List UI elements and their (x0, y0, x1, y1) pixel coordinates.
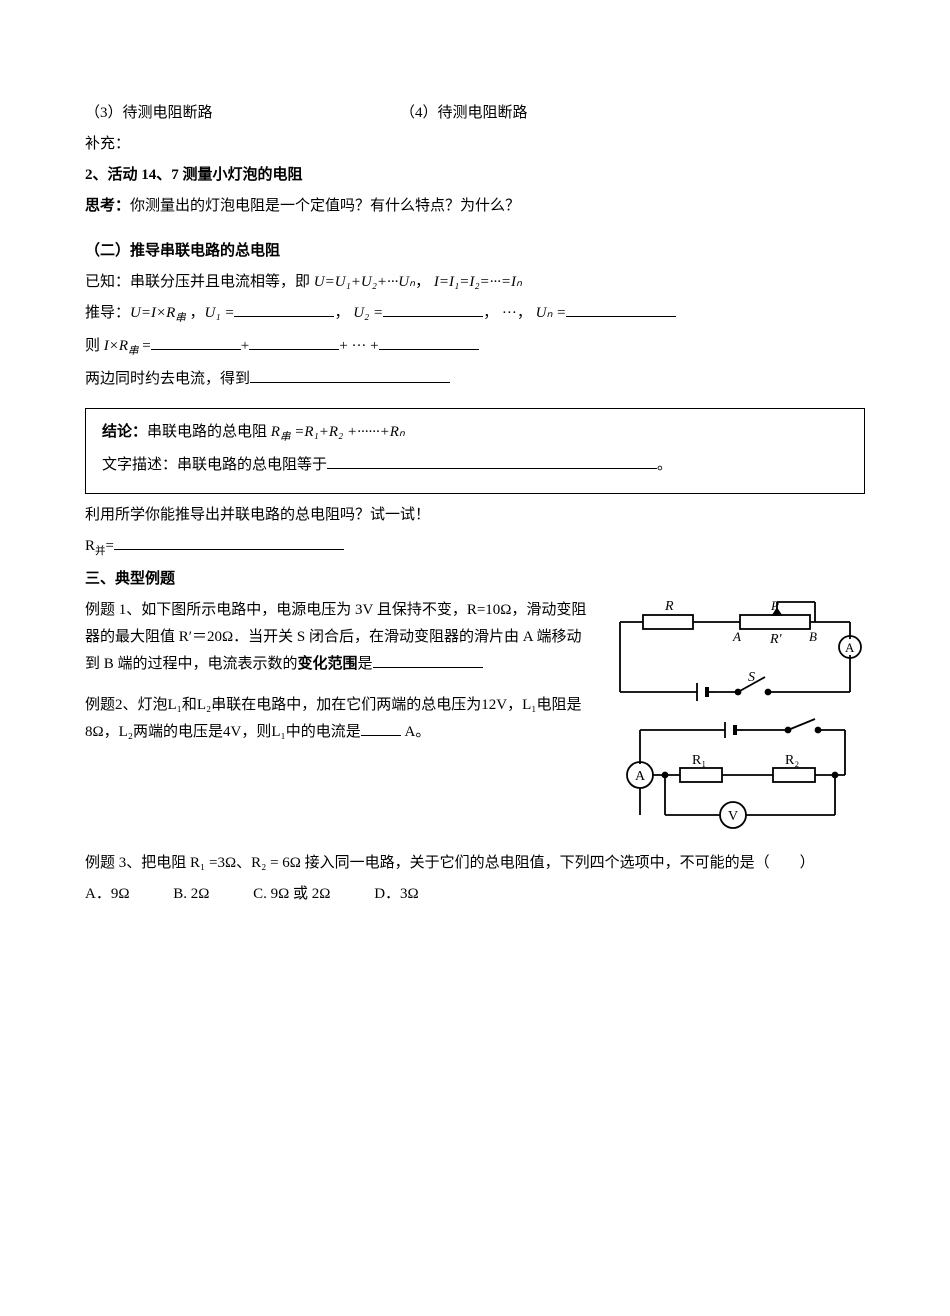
derive-sub1: 串 (175, 313, 186, 324)
blank-u1 (234, 316, 334, 317)
ex3: 例题 3、把电阻 R₁ =3Ω、R₂ = 6Ω 接入同一电路，关于它们的总电阻值… (85, 850, 865, 877)
then-sub: 串 (128, 346, 139, 357)
ex1-after: 是 (358, 656, 373, 672)
opt-b: B. 2Ω (173, 886, 209, 902)
blank-t2 (249, 349, 339, 350)
rp-eq: = (106, 538, 114, 554)
opt-d: D．3Ω (374, 886, 418, 902)
ex3-text: 例题 3、把电阻 R₁ =3Ω、R₂ = 6Ω 接入同一电路，关于它们的总电阻值… (85, 855, 815, 871)
blank-ex1 (373, 667, 483, 668)
then-plus1: + (241, 338, 249, 354)
think-line: 思考：你测量出的灯泡电阻是一个定值吗？有什么特点？为什么？ (85, 193, 865, 220)
label-voltmeter: V (728, 809, 738, 824)
box-line2: 文字描述：串联电路的总电阻等于 。 (102, 452, 848, 479)
box-formula: R (271, 424, 280, 440)
derive-u1: U₁ = (205, 305, 235, 321)
supplement-label: 补充： (85, 131, 865, 158)
circuit-diagram-2: A V R₁ R₂ (605, 715, 865, 830)
blank-t1 (151, 349, 241, 350)
blank-rp (114, 549, 344, 550)
conclusion-box: 结论：串联电路的总电阻 R串 =R₁+R₂ +······+Rₙ 文字描述：串联… (85, 408, 865, 494)
derive-prefix: 推导： (85, 305, 130, 321)
label-p: P (770, 598, 779, 613)
blank-both (250, 382, 450, 383)
rp-sub: 并 (95, 546, 106, 557)
box-text-a: 串联电路的总电阻 (147, 424, 271, 440)
think-text: 你测量出的灯泡电阻是一个定值吗？有什么特点？为什么？ (130, 198, 520, 214)
rp: R (85, 538, 95, 554)
blank-desc (327, 468, 657, 469)
label-r1: R₁ (692, 753, 706, 768)
ex1: 例题 1、如下图所示电路中，电源电压为 3V 且保持不变，R=10Ω，滑动变阻器… (85, 597, 595, 678)
known-line: 已知：串联分压并且电流相等，即 U=U₁+U₂+···Uₙ， I=I₁=I₂=·… (85, 269, 865, 296)
derive-comma2: ， (334, 305, 353, 321)
ex1-bold: 变化范围 (298, 656, 358, 672)
then-plus2: + ··· + (339, 338, 378, 354)
parallel-r: R并= (85, 533, 865, 562)
box-label: 结论： (102, 424, 147, 440)
opt-c: C. 9Ω 或 2Ω (253, 886, 330, 902)
box-suffix: 。 (657, 457, 672, 473)
box-sub: 串 (280, 432, 291, 443)
label-a: A (732, 629, 741, 644)
ex2-before: 例题2、灯泡L₁和L₂串联在电路中，加在它们两端的总电压为12V，L₁电阻是8Ω… (85, 697, 582, 740)
opt-a: A．9Ω (85, 886, 129, 902)
derive-line: 推导：U=I×R串 ，U₁ =， U₂ =， ···， Uₙ = (85, 300, 865, 329)
eq-u: U=U₁+U₂+···Uₙ (314, 274, 415, 290)
label-b: B (809, 629, 817, 644)
sep: ， (415, 274, 430, 290)
diagrams-container: R P A R' B S A (605, 597, 865, 830)
label-ammeter2: A (635, 769, 646, 784)
examples-block: R P A R' B S A (85, 597, 865, 830)
think-label: 思考： (85, 198, 130, 214)
known-prefix: 已知：串联分压并且电流相等，即 (85, 274, 314, 290)
box-line1: 结论：串联电路的总电阻 R串 =R₁+R₂ +······+Rₙ (102, 419, 848, 448)
option-4: （4）待测电阻断路 (400, 105, 528, 121)
then-eq: = (139, 338, 151, 354)
option-3: （3）待测电阻断路 (85, 105, 213, 121)
derive-comma1: ， (186, 305, 205, 321)
ex3-options: A．9Ω B. 2Ω C. 9Ω 或 2Ω D．3Ω (85, 881, 865, 908)
both-line: 两边同时约去电流，得到 (85, 366, 865, 393)
label-rp: R' (769, 632, 783, 647)
label-r2: R₂ (785, 753, 799, 768)
ex2: 例题2、灯泡L₁和L₂串联在电路中，加在它们两端的总电压为12V，L₁电阻是8Ω… (85, 692, 595, 746)
derive-e1: U=I×R (130, 305, 175, 321)
circuit-diagram-1: R P A R' B S A (605, 597, 865, 707)
blank-t3 (379, 349, 479, 350)
blank-ex2 (361, 735, 401, 736)
blank-u2 (383, 316, 483, 317)
derive-un: Uₙ = (536, 305, 567, 321)
eq-i: I=I₁=I₂=···=Iₙ (434, 274, 522, 290)
derive-u2: U₂ = (353, 305, 383, 321)
label-r: R (664, 599, 674, 614)
box-prefix: 文字描述：串联电路的总电阻等于 (102, 457, 327, 473)
then-expr: I×R (104, 338, 128, 354)
label-s: S (748, 670, 755, 685)
then-prefix: 则 (85, 338, 104, 354)
section3-title: 三、典型例题 (85, 566, 865, 593)
derive-dots: ， ···， (483, 305, 532, 321)
section2-title: （二）推导串联电路的总电阻 (85, 238, 865, 265)
label-ameter: A (845, 640, 855, 655)
parallel-q: 利用所学你能推导出并联电路的总电阻吗？试一试！ (85, 502, 865, 529)
line-options: （3）待测电阻断路 （4）待测电阻断路 (85, 100, 865, 127)
ex2-after: A。 (405, 724, 431, 740)
activity-title: 2、活动 14、7 测量小灯泡的电阻 (85, 162, 865, 189)
box-rest: =R₁+R₂ +······+Rₙ (290, 424, 404, 440)
both-prefix: 两边同时约去电流，得到 (85, 371, 250, 387)
blank-un (566, 316, 676, 317)
then-line: 则 I×R串 = + + ··· + (85, 333, 865, 362)
